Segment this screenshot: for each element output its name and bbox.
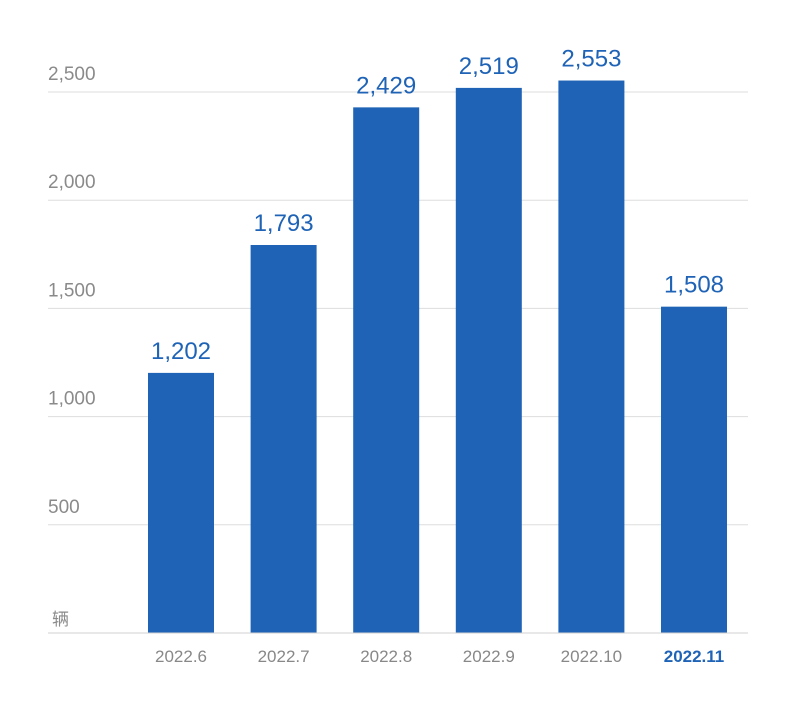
y-tick-label: 2,000 <box>48 172 96 193</box>
x-tick-label: 2022.6 <box>155 647 207 666</box>
y-tick-label: 2,500 <box>48 64 96 85</box>
bar <box>353 107 420 634</box>
y-tick-label: 1,500 <box>48 280 96 301</box>
bar-value-label: 1,793 <box>254 210 314 237</box>
y-axis-unit-label: 辆 <box>52 610 69 630</box>
bar <box>455 87 522 633</box>
y-tick-label: 500 <box>48 497 80 518</box>
bar-value-label: 2,553 <box>561 46 621 73</box>
x-axis-ticks: 2022.6 2022.7 2022.8 2022.9 2022.10 2022.11 <box>155 647 724 666</box>
x-tick-label: 2022.8 <box>360 647 412 666</box>
x-tick-label: 2022.10 <box>561 647 622 666</box>
bar-value-label: 2,429 <box>356 72 416 99</box>
x-tick-label: 2022.7 <box>258 647 310 666</box>
bar <box>558 80 625 633</box>
bar <box>250 244 317 633</box>
bar-value-label: 1,508 <box>664 272 724 299</box>
data-labels: 1,202 1,793 2,429 2,519 2,553 1,508 <box>151 46 724 365</box>
y-tick-label: 1,000 <box>48 389 96 410</box>
x-tick-label: 2022.9 <box>463 647 515 666</box>
bar <box>148 372 214 633</box>
bar-value-label: 1,202 <box>151 338 211 365</box>
x-tick-label: 2022.11 <box>664 647 725 666</box>
bars <box>148 80 727 634</box>
bar <box>661 306 727 633</box>
y-axis-ticks: 500 1,000 1,500 2,000 2,500 <box>48 64 96 518</box>
bar-value-label: 2,519 <box>459 53 519 80</box>
